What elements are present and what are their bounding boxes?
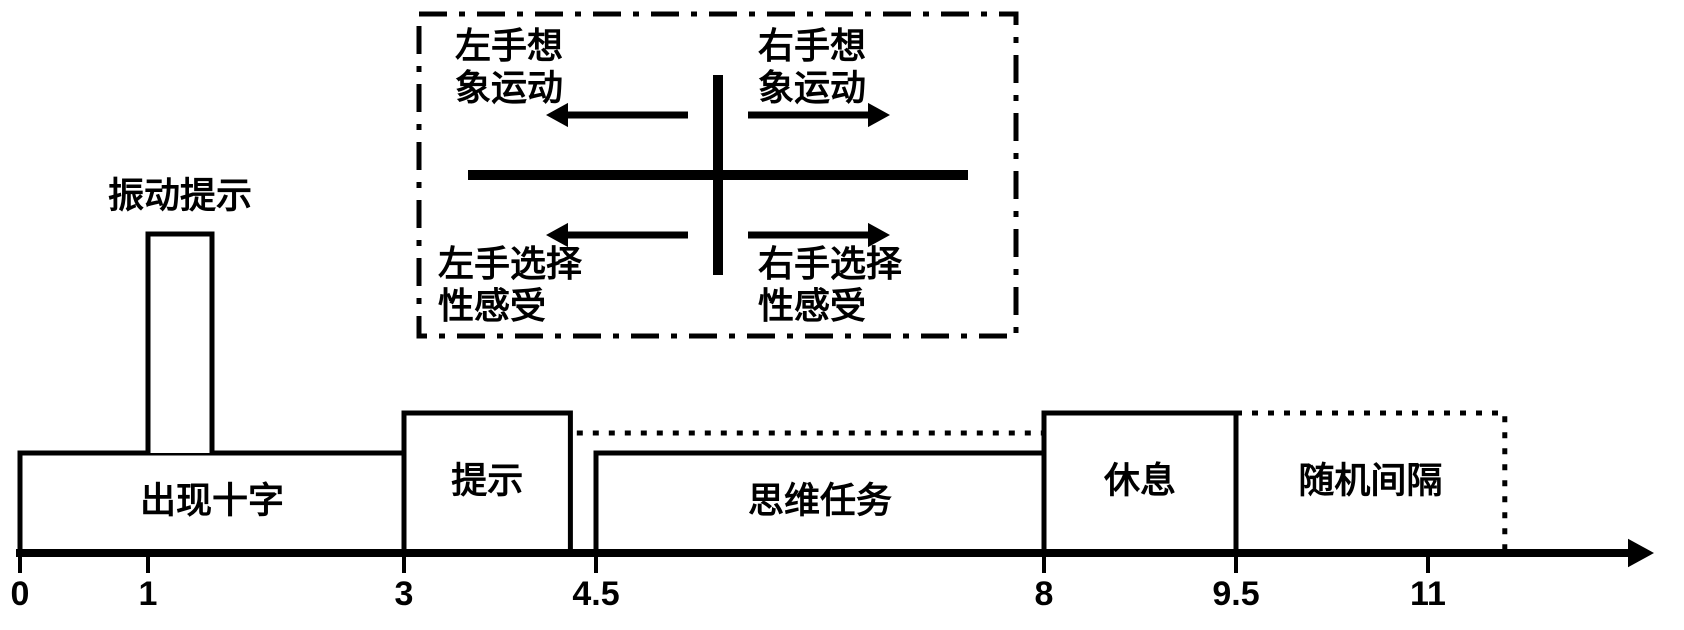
vibration-pulse [148,234,212,453]
tick-label-9.5: 9.5 [1212,575,1259,613]
time-axis-arrow [1628,539,1654,568]
callout-bl-line2: 性感受 [438,285,546,326]
tick-label-1: 1 [139,575,158,613]
tick-label-4.5: 4.5 [572,575,619,613]
phase-task-label: 思维任务 [748,480,892,521]
callout-tr-line2: 象运动 [758,67,866,108]
callout-bl-line1: 左手选择 [438,243,583,284]
tick-label-8: 8 [1035,575,1054,613]
phase-cross-label: 出现十字 [140,480,284,521]
tick-label-0: 0 [11,575,30,613]
callout-br-line1: 右手选择 [758,243,903,284]
phase-rest-label: 休息 [1103,460,1176,501]
callout-tl-line1: 左手想 [455,25,563,66]
phase-rand-label: 随机间隔 [1298,460,1442,501]
arrow-top-right-head [868,103,890,127]
tick-label-11: 11 [1410,575,1446,613]
callout-tl-line2: 象运动 [455,67,563,108]
callout-tr-line1: 右手想 [758,25,866,66]
phase-cue-label: 提示 [451,460,523,501]
tick-label-3: 3 [395,575,414,613]
vibration-label: 振动提示 [108,175,252,216]
callout-br-line2: 性感受 [758,285,866,326]
